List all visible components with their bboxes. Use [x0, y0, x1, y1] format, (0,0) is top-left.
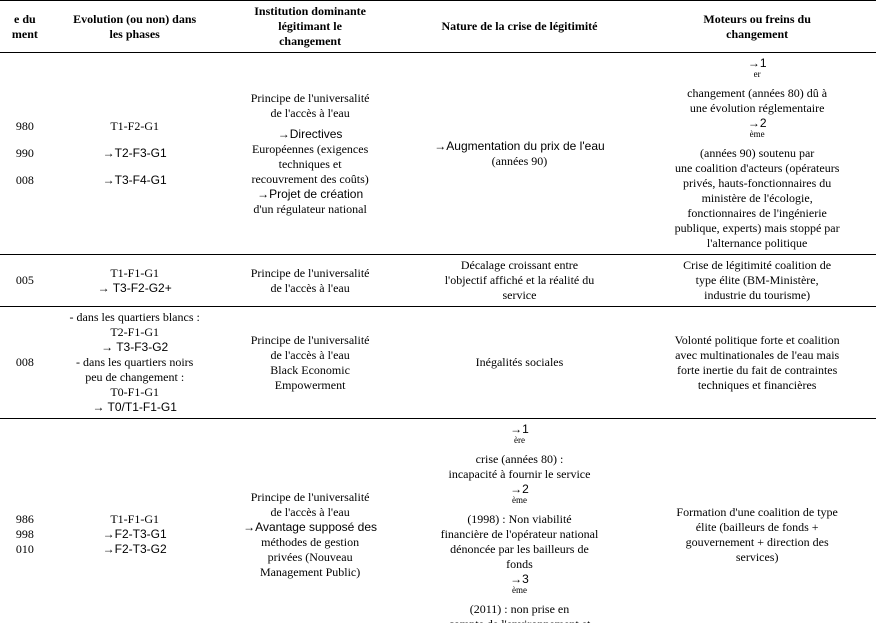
- cell-evolution: T1-F1-G1 →F2-T3-G1 →F2-T3-G2: [50, 419, 220, 623]
- cell-evolution: - dans les quartiers blancs : T2-F1-G1 →…: [50, 307, 220, 419]
- col-header-moteurs: Moteurs ou freins du changement: [638, 1, 876, 53]
- col-header-institution: Institution dominante légitimant le chan…: [220, 1, 401, 53]
- comparison-table: e du ment Evolution (ou non) dans les ph…: [0, 0, 876, 623]
- col-header-nature: Nature de la crise de légitimité: [401, 1, 639, 53]
- cell-nature: Décalage croissant entre l'objectif affi…: [401, 255, 639, 307]
- cell-institution: Principe de l'universalité de l'accès à …: [220, 53, 401, 255]
- cell-institution: Principe de l'universalité de l'accès à …: [220, 255, 401, 307]
- cell-evolution: T1-F2-G1 →T2-F3-G1 →T3-F4-G1: [50, 53, 220, 255]
- cell-nature: Inégalités sociales: [401, 307, 639, 419]
- table-header-row: e du ment Evolution (ou non) dans les ph…: [0, 1, 876, 53]
- cell-nature: →Augmentation du prix de l'eau (années 9…: [401, 53, 639, 255]
- table-row: 986 998 010 T1-F1-G1 →F2-T3-G1 →F2-T3-G2…: [0, 419, 876, 623]
- cell-date: 008: [0, 307, 50, 419]
- cell-institution: Principe de l'universalité de l'accès à …: [220, 419, 401, 623]
- col-header-date: e du ment: [0, 1, 50, 53]
- cell-moteurs: →1er changement (années 80) dû à une évo…: [638, 53, 876, 255]
- cell-moteurs: Crise de légitimité coalition de type él…: [638, 255, 876, 307]
- cell-date: 005: [0, 255, 50, 307]
- table-row: 008 - dans les quartiers blancs : T2-F1-…: [0, 307, 876, 419]
- cell-nature: →1ère crise (années 80) : incapacité à f…: [401, 419, 639, 623]
- cell-date: 986 998 010: [0, 419, 50, 623]
- table-row: 005 T1-F1-G1 → T3-F2-G2+ Principe de l'u…: [0, 255, 876, 307]
- cell-institution: Principe de l'universalité de l'accès à …: [220, 307, 401, 419]
- cell-moteurs: Formation d'une coalition de type élite …: [638, 419, 876, 623]
- cell-evolution: T1-F1-G1 → T3-F2-G2+: [50, 255, 220, 307]
- cell-date: 980 990 008: [0, 53, 50, 255]
- cell-moteurs: Volonté politique forte et coalition ave…: [638, 307, 876, 419]
- col-header-evolution: Evolution (ou non) dans les phases: [50, 1, 220, 53]
- table-row: 980 990 008 T1-F2-G1 →T2-F3-G1 →T3-F4-G1…: [0, 53, 876, 255]
